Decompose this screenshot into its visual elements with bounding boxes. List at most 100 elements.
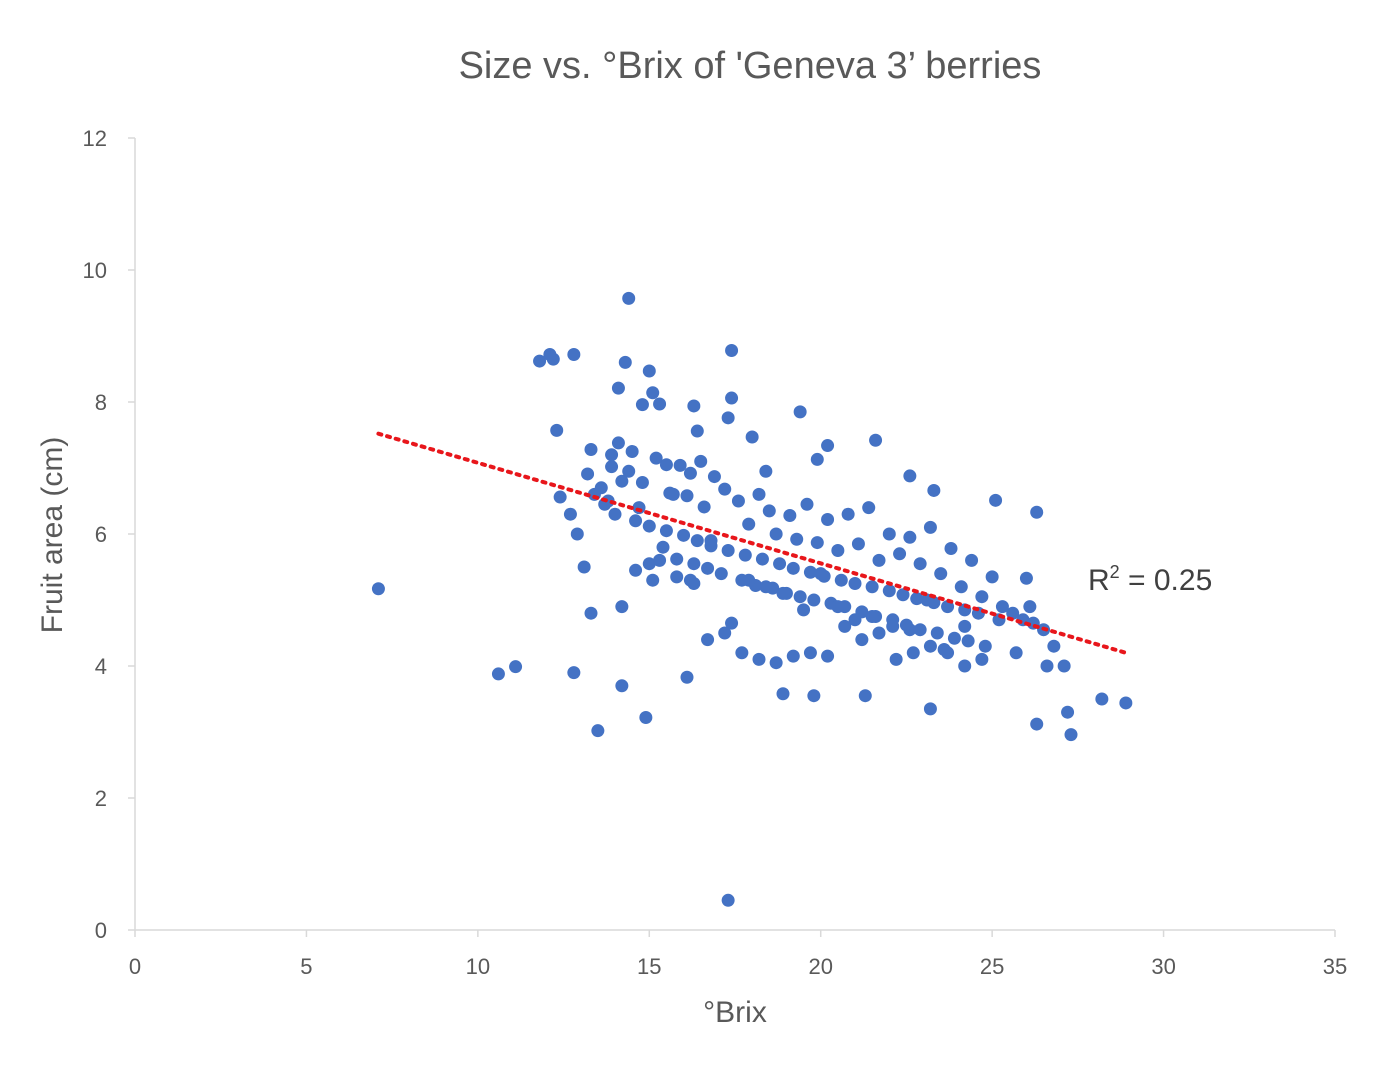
data-point [738, 548, 752, 562]
data-point [882, 584, 896, 598]
data-point [821, 512, 835, 526]
data-point [714, 567, 728, 581]
data-point [1095, 692, 1109, 706]
data-point [642, 557, 656, 571]
data-point [803, 565, 817, 579]
data-point [509, 660, 523, 674]
data-point [677, 528, 691, 542]
data-point [865, 580, 879, 594]
data-point [718, 626, 732, 640]
data-point [776, 586, 790, 600]
data-point [958, 659, 972, 673]
data-point [995, 600, 1009, 614]
data-point [725, 616, 739, 630]
data-point [680, 670, 694, 684]
data-point [618, 355, 632, 369]
x-tick-label: 30 [1151, 954, 1175, 979]
data-point [694, 454, 708, 468]
data-point [903, 623, 917, 637]
x-tick-label: 25 [980, 954, 1004, 979]
data-point [666, 487, 680, 501]
data-point [615, 679, 629, 693]
data-point [790, 532, 804, 546]
data-point [704, 534, 718, 548]
data-point [550, 423, 564, 437]
data-point [625, 445, 639, 458]
data-point [821, 649, 835, 663]
data-point [622, 464, 636, 478]
data-point [742, 517, 756, 531]
data-point [615, 600, 629, 614]
data-point [752, 487, 766, 501]
data-point [673, 458, 687, 472]
x-tick-label: 35 [1323, 954, 1347, 979]
data-point [886, 619, 900, 633]
data-point [584, 443, 598, 457]
x-tick-label: 0 [129, 954, 141, 979]
data-point [721, 544, 735, 557]
data-point [1057, 659, 1071, 673]
data-point [769, 527, 783, 541]
data-point [773, 557, 787, 571]
data-point [656, 540, 670, 554]
y-tick-label: 8 [95, 390, 107, 415]
data-point [1030, 505, 1044, 519]
data-point [848, 577, 862, 590]
r-squared-label: R2 = 0.25 [1088, 562, 1212, 597]
data-point [903, 530, 917, 544]
data-point [491, 667, 505, 681]
data-point [797, 603, 811, 617]
data-point [882, 527, 896, 541]
data-point [683, 466, 697, 480]
data-point [872, 626, 886, 640]
data-point [1030, 717, 1044, 731]
data-point [889, 652, 903, 666]
data-point [721, 411, 735, 425]
data-point [731, 494, 745, 508]
data-point [608, 507, 622, 521]
data-point [1023, 600, 1037, 614]
data-point [786, 561, 800, 575]
data-point [697, 500, 711, 514]
data-point [762, 504, 776, 518]
data-point [872, 553, 886, 567]
data-point [858, 689, 872, 703]
chart-title: Size vs. °Brix of 'Geneva 3’ berries [459, 45, 1042, 87]
data-point [629, 563, 643, 577]
data-point [690, 534, 704, 548]
data-point [923, 639, 937, 653]
data-point [800, 497, 814, 511]
data-point [1009, 646, 1023, 660]
data-point [639, 710, 653, 724]
data-point [893, 547, 907, 561]
r-squared-superscript: 2 [1110, 562, 1120, 582]
data-point [687, 399, 701, 413]
data-point [803, 646, 817, 660]
data-point [701, 633, 715, 647]
data-point [680, 489, 694, 503]
data-point [759, 580, 773, 594]
data-point [670, 552, 684, 566]
y-tick-label: 4 [95, 654, 107, 679]
data-point [659, 524, 673, 538]
data-point [646, 573, 660, 587]
data-point [923, 702, 937, 716]
data-point [1119, 696, 1133, 710]
data-point [1061, 705, 1075, 719]
data-point [869, 433, 883, 447]
data-point [605, 460, 619, 474]
data-point [721, 893, 735, 907]
r-squared-prefix: R [1088, 564, 1110, 597]
data-point [913, 557, 927, 571]
y-axis-title: Fruit area (cm) [36, 437, 69, 634]
data-point [989, 493, 1003, 507]
data-point [821, 439, 835, 453]
data-point [570, 527, 584, 541]
data-point [865, 610, 879, 623]
data-point [975, 652, 989, 666]
y-tick-label: 12 [83, 126, 107, 151]
trendline [376, 431, 1128, 655]
data-point [653, 397, 667, 411]
axes [134, 138, 1335, 931]
data-point [851, 537, 865, 551]
